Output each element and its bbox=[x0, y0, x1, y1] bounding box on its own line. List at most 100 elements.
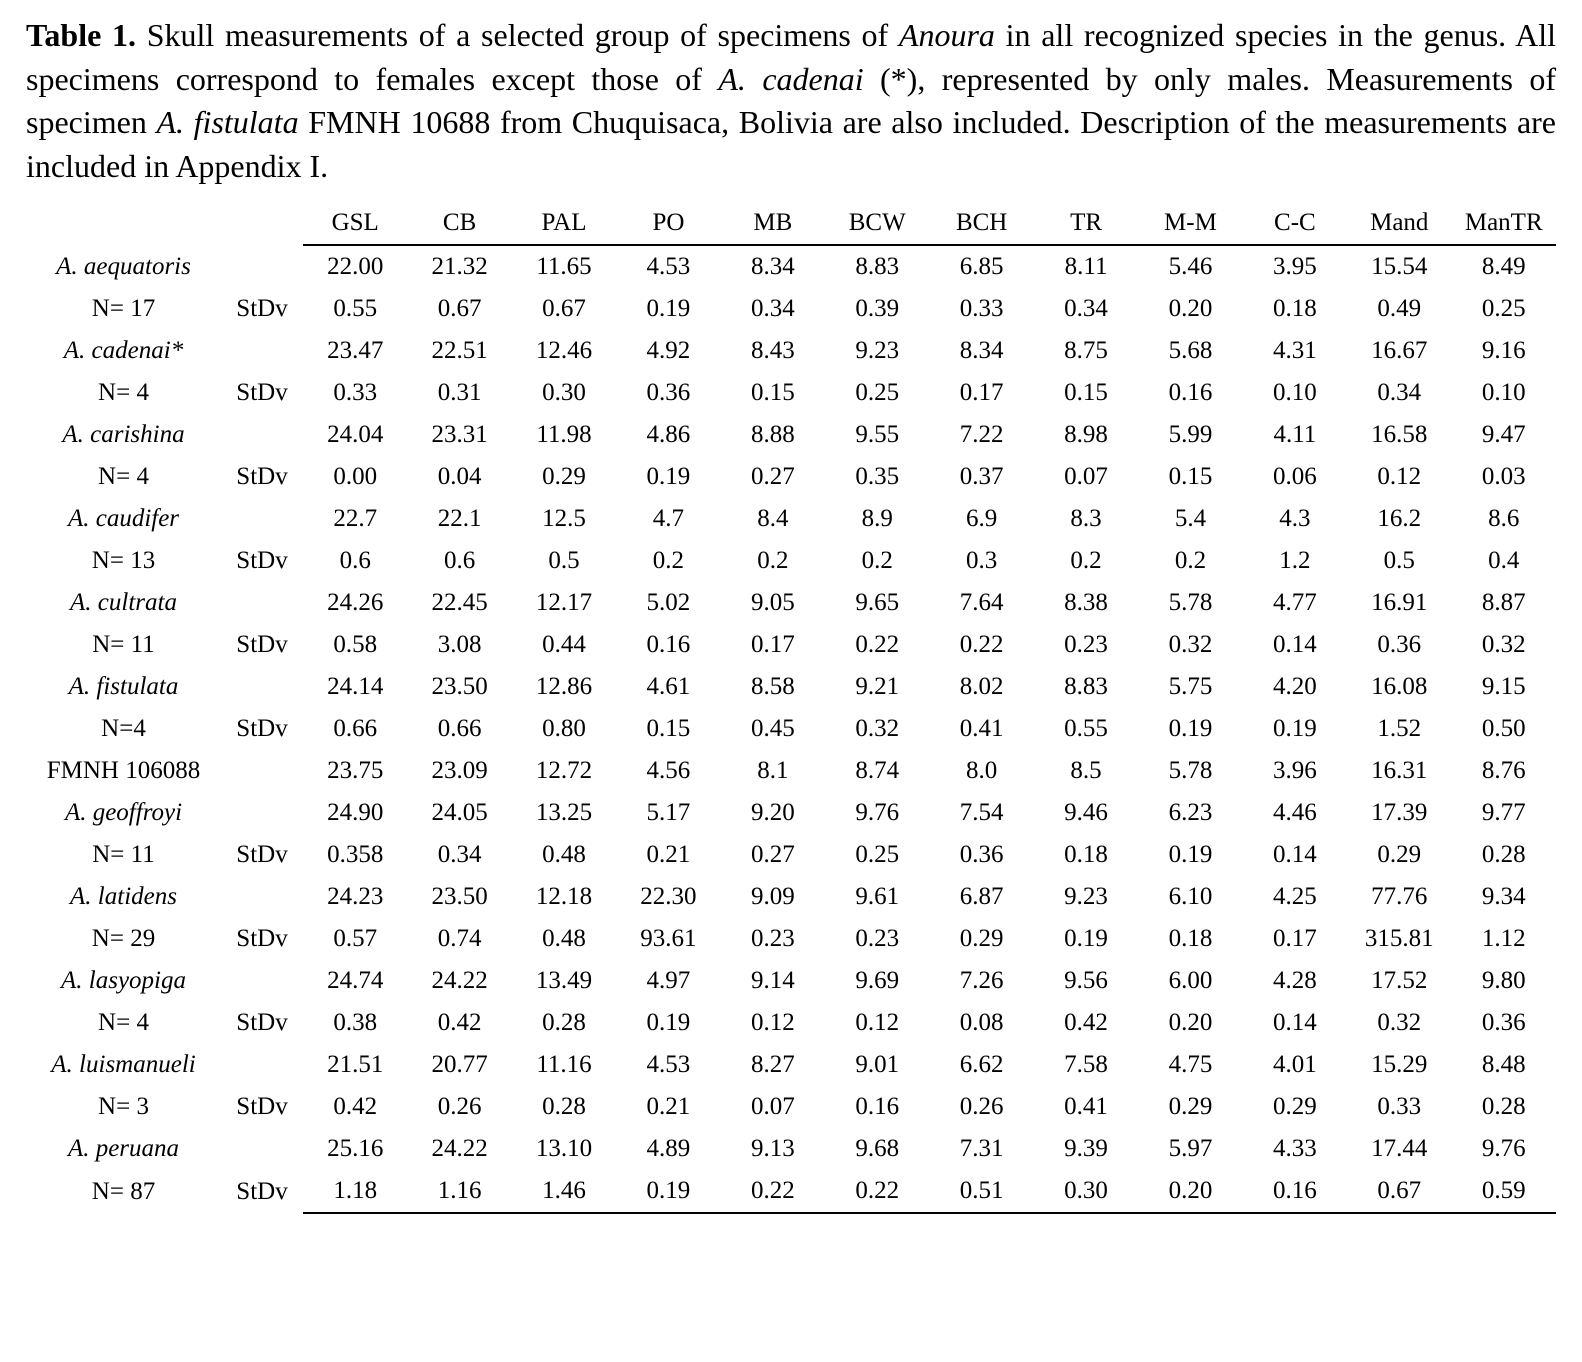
caption-segment: Table 1. bbox=[26, 17, 137, 53]
value-cell: 9.14 bbox=[750, 967, 795, 995]
value-cell: 0.16 bbox=[855, 1093, 900, 1121]
caption-segment: A. cadenai bbox=[718, 60, 864, 97]
value-cell: 0.67 bbox=[1347, 1170, 1452, 1215]
value-cell: 0.10 bbox=[1481, 379, 1526, 407]
table-row: N= 3 StDv 0.42 0.26 0.28 0.21 0.07 0.16 0.26 0.41… bbox=[26, 1086, 1556, 1128]
value-cell: 13.49 bbox=[535, 967, 593, 995]
value-cell: 9.46 bbox=[1064, 799, 1108, 827]
value-cell: 0.03 bbox=[1481, 463, 1526, 491]
value-cell: 0.25 bbox=[1481, 295, 1526, 323]
table-caption: Table 1. Skull measurements of a selecte… bbox=[26, 14, 1556, 188]
table-row: A. latidens 24.23 23.50 12.18 22.30 9.09 9.61 6… bbox=[26, 876, 1556, 918]
value-cell: 15.29 bbox=[1371, 1051, 1428, 1079]
value-cell: 77.76 bbox=[1371, 883, 1428, 911]
value-cell: 23.50 bbox=[431, 883, 488, 911]
value-cell: 0.17 bbox=[1272, 925, 1317, 953]
value-cell: 9.21 bbox=[855, 673, 900, 701]
value-cell: 0.48 bbox=[542, 925, 586, 953]
n-count-cell: N= 4 bbox=[98, 1009, 149, 1037]
n-count-cell: N= 4 bbox=[98, 379, 149, 407]
value-cell: 3.95 bbox=[1272, 253, 1317, 281]
value-cell: 8.98 bbox=[1064, 421, 1108, 449]
column-header: BCH bbox=[929, 202, 1034, 247]
value-cell: 12.86 bbox=[535, 673, 593, 701]
value-cell: 0.34 bbox=[1064, 295, 1108, 323]
value-cell: 0.358 bbox=[327, 841, 384, 869]
value-cell: 4.75 bbox=[1168, 1051, 1213, 1079]
value-cell: 9.69 bbox=[855, 967, 900, 995]
value-cell: 0.25 bbox=[855, 379, 900, 407]
value-cell: 0.4 bbox=[1488, 547, 1520, 575]
n-count-cell: N=4 bbox=[101, 715, 146, 743]
species-name-cell: A. peruana bbox=[67, 1135, 180, 1163]
value-cell: 0.34 bbox=[750, 295, 795, 323]
stdv-label-cell: StDv bbox=[236, 1093, 288, 1121]
value-cell: 0.33 bbox=[333, 379, 378, 407]
caption-segment: A. fistulata bbox=[156, 104, 299, 141]
value-cell: 0.19 bbox=[646, 295, 691, 323]
value-cell: 0.22 bbox=[959, 631, 1004, 659]
value-cell: 11.98 bbox=[536, 421, 592, 449]
table-row: A. aequatoris 22.00 21.32 11.65 4.53 8.34 8.83… bbox=[26, 245, 1556, 288]
value-cell: 0.14 bbox=[1272, 1009, 1317, 1037]
value-cell: 24.23 bbox=[327, 883, 384, 911]
value-cell: 0.20 bbox=[1168, 1009, 1213, 1037]
value-cell: 8.75 bbox=[1064, 337, 1108, 365]
value-cell: 9.15 bbox=[1481, 673, 1526, 701]
value-cell: 22.30 bbox=[640, 883, 697, 911]
species-name-cell: A. lasyopiga bbox=[61, 967, 186, 995]
value-cell: 17.39 bbox=[1371, 799, 1428, 827]
value-cell: 8.9 bbox=[861, 505, 893, 533]
value-cell: 0.07 bbox=[750, 1093, 795, 1121]
n-count-cell: N= 13 bbox=[91, 547, 156, 575]
value-cell: 4.3 bbox=[1279, 505, 1311, 533]
stdv-label-cell bbox=[221, 245, 303, 288]
value-cell: 0.14 bbox=[1272, 841, 1317, 869]
column-header: MB bbox=[720, 202, 826, 247]
value-cell: 6.23 bbox=[1168, 799, 1213, 827]
value-cell: 8.38 bbox=[1064, 589, 1108, 617]
value-cell: 9.16 bbox=[1481, 337, 1526, 365]
n-count-cell: N= 29 bbox=[91, 925, 156, 953]
value-cell: 0.16 bbox=[646, 631, 691, 659]
value-cell: 0.21 bbox=[646, 841, 691, 869]
value-cell: 0.29 bbox=[1272, 1093, 1317, 1121]
value-cell: 8.83 bbox=[855, 253, 900, 281]
value-cell: 15.54 bbox=[1371, 253, 1428, 281]
stdv-label-cell: StDv bbox=[236, 841, 288, 869]
value-cell: 16.67 bbox=[1371, 337, 1428, 365]
value-cell: 6.62 bbox=[959, 1051, 1004, 1079]
value-cell: 20.77 bbox=[431, 1051, 488, 1079]
value-cell: 0.6 bbox=[339, 547, 371, 575]
value-cell: 0.36 bbox=[959, 841, 1004, 869]
value-cell: 12.17 bbox=[535, 589, 593, 617]
value-cell: 0.42 bbox=[1064, 1009, 1108, 1037]
value-cell: 8.0 bbox=[966, 757, 998, 785]
table-row: N= 11 StDv 0.58 3.08 0.44 0.16 0.17 0.22 0.22 0.2… bbox=[26, 624, 1556, 666]
value-cell: 0.34 bbox=[1377, 379, 1422, 407]
value-cell: 0.44 bbox=[542, 631, 586, 659]
value-cell: 1.16 bbox=[407, 1170, 512, 1215]
value-cell: 0.41 bbox=[1064, 1093, 1108, 1121]
value-cell: 0.25 bbox=[855, 841, 900, 869]
value-cell: 3.08 bbox=[437, 631, 482, 659]
value-cell: 5.46 bbox=[1168, 253, 1213, 281]
species-column-head bbox=[26, 202, 221, 245]
value-cell: 4.46 bbox=[1272, 799, 1317, 827]
value-cell: 4.33 bbox=[1272, 1135, 1317, 1163]
value-cell: 0.59 bbox=[1451, 1170, 1556, 1215]
table-row: A. luismanueli 21.51 20.77 11.16 4.53 8.27 9.0… bbox=[26, 1044, 1556, 1086]
column-header: TR bbox=[1033, 202, 1139, 247]
value-cell: 5.78 bbox=[1168, 589, 1213, 617]
value-cell: 4.20 bbox=[1272, 673, 1317, 701]
table-row: N= 4 StDv 0.33 0.31 0.30 0.36 0.15 0.25 0.17 0.15… bbox=[26, 372, 1556, 414]
value-cell: 23.50 bbox=[431, 673, 488, 701]
value-cell: 8.88 bbox=[750, 421, 795, 449]
value-cell: 0.2 bbox=[757, 547, 789, 575]
stdv-label-cell: StDv bbox=[236, 547, 288, 575]
column-header: PAL bbox=[511, 202, 617, 247]
value-cell: 0.14 bbox=[1272, 631, 1317, 659]
value-cell: 24.26 bbox=[327, 589, 384, 617]
value-cell: 0.28 bbox=[1481, 1093, 1526, 1121]
value-cell: 12.18 bbox=[535, 883, 593, 911]
